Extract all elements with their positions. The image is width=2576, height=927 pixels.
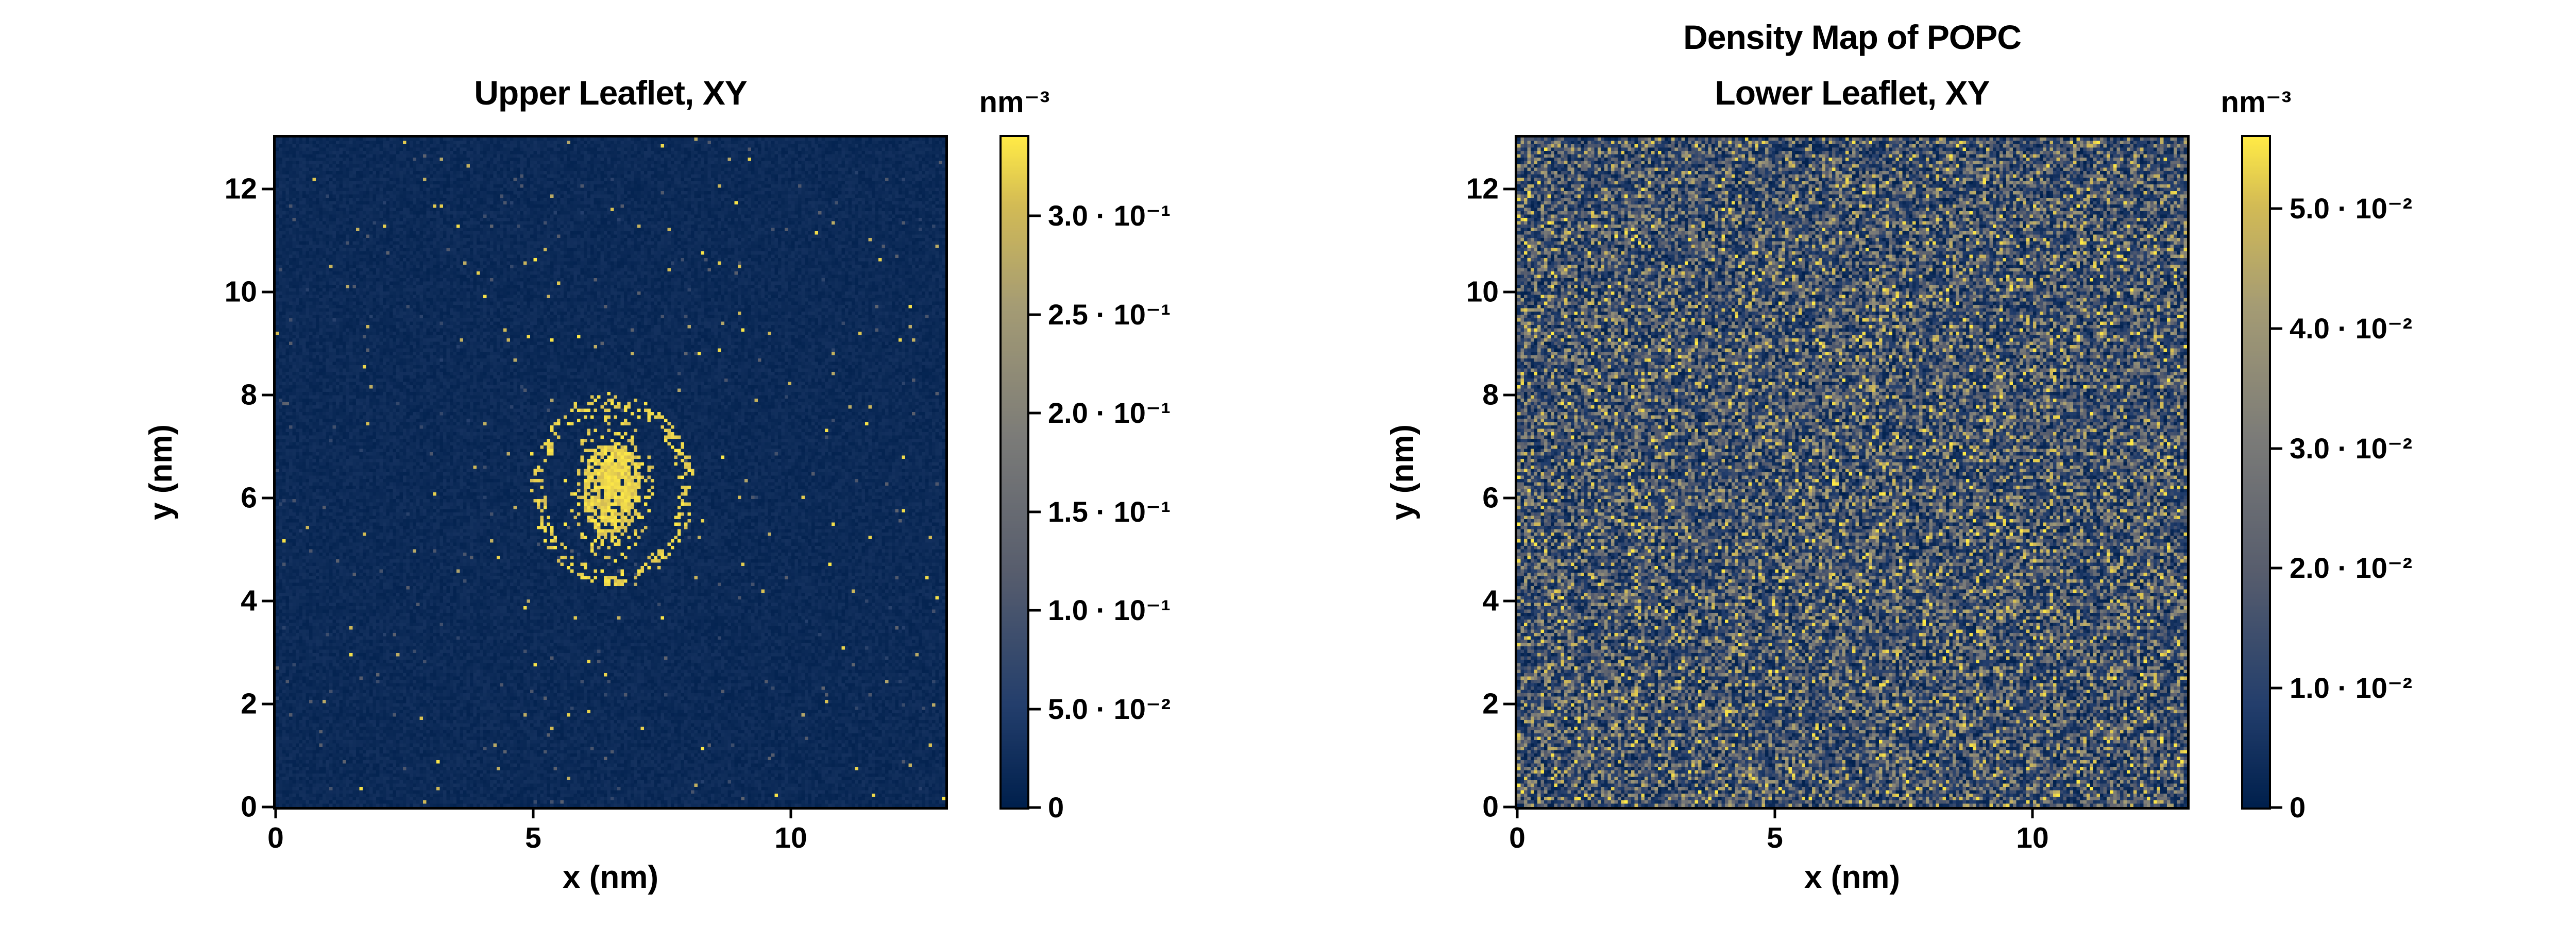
colorbar-tick-label: 3.0 · 10⁻² (2290, 432, 2413, 465)
heatmap-plot: 0 5 10 0 2 4 6 8 10 12 (225, 135, 948, 853)
y-tick-mark (262, 599, 273, 603)
y-axis-label-text: y (nm) (1384, 424, 1420, 520)
colorbar-tick-label: 2.5 · 10⁻¹ (1048, 298, 1171, 331)
y-tick-mark (262, 702, 273, 706)
y-tick-mark (262, 805, 273, 809)
x-tick-mark (789, 807, 792, 818)
y-tick-mark (1503, 805, 1515, 809)
x-tick-mark (274, 807, 277, 818)
colorbar-unit-label: nm⁻³ (2221, 85, 2292, 119)
colorbar-tick-mark (2271, 806, 2282, 809)
y-tick-label: 4 (241, 584, 257, 617)
colorbar-tick-label: 0 (1048, 791, 1064, 823)
y-axis-label-text: y (nm) (143, 424, 179, 520)
panel-upper-leaflet: Upper Leaflet, XY y (nm) 0 5 10 0 2 4 6 8 10 12 … (143, 0, 1231, 927)
colorbar-tick-label: 1.0 · 10⁻¹ (1048, 594, 1171, 627)
colorbar-tick-label: 5.0 · 10⁻² (2290, 192, 2413, 225)
colorbar-tick-mark (1029, 411, 1041, 415)
colorbar-tick-label: 1.0 · 10⁻² (2290, 671, 2413, 704)
y-tick-mark (262, 496, 273, 500)
colorbar: nm⁻³ 0 5.0 · 10⁻² 1.0 · 10⁻¹ 1.5 · 10⁻¹ 2.0 … (979, 85, 1171, 822)
x-tick-mark (1516, 807, 1519, 818)
x-tick-label: 0 (1509, 821, 1526, 854)
y-tick-label: 4 (1482, 584, 1499, 617)
y-tick-mark (1503, 187, 1515, 191)
colorbar-tick-mark (2271, 207, 2282, 210)
x-tick-label: 0 (267, 821, 284, 854)
x-axis-label: x (nm) (563, 860, 658, 895)
x-axis-label: x (nm) (1804, 860, 1900, 895)
y-tick-mark (1503, 599, 1515, 603)
y-axis-label: y (nm) (1382, 135, 1423, 810)
colorbar-tick-mark (1029, 313, 1041, 316)
colorbar-tick-mark (1029, 214, 1041, 217)
colorbar-tick-mark (2271, 327, 2282, 330)
y-tick-mark (1503, 702, 1515, 706)
x-tick-mark (2031, 807, 2034, 818)
y-tick-label: 12 (224, 172, 257, 205)
colorbar: nm⁻³ 0 1.0 · 10⁻² 2.0 · 10⁻² 3.0 · 10⁻² 4.0 … (2221, 85, 2413, 822)
x-tick-mark (1773, 807, 1776, 818)
y-tick-label: 0 (241, 790, 257, 823)
colorbar-tick-mark (1029, 609, 1041, 612)
heatmap-plot: 0 5 10 0 2 4 6 8 10 12 (1466, 135, 2190, 853)
colorbar-tick-label: 2.0 · 10⁻¹ (1048, 397, 1171, 430)
y-tick-label: 8 (241, 378, 257, 411)
panel-lower-leaflet: Lower Leaflet, XY y (nm) 0 5 10 0 2 4 6 8 10 12 … (1385, 0, 2473, 927)
colorbar-tick-mark (1029, 510, 1041, 513)
y-tick-label: 10 (224, 275, 257, 308)
colorbar-unit-label: nm⁻³ (979, 85, 1050, 119)
x-tick-mark (532, 807, 535, 818)
y-tick-label: 8 (1482, 378, 1499, 411)
x-tick-label: 5 (1767, 821, 1783, 854)
x-tick-label: 10 (774, 821, 807, 854)
heatmap-canvas (276, 138, 945, 807)
y-tick-label: 12 (1466, 172, 1499, 205)
colorbar-tick-label: 1.5 · 10⁻¹ (1048, 495, 1171, 528)
colorbar-tick-mark (2271, 566, 2282, 570)
x-tick-label: 10 (2016, 821, 2049, 854)
x-tick-label: 5 (525, 821, 541, 854)
panel-title: Upper Leaflet, XY (474, 74, 747, 112)
y-tick-mark (1503, 393, 1515, 397)
colorbar-tick-label: 4.0 · 10⁻² (2290, 312, 2413, 345)
colorbar-tick-mark (2271, 447, 2282, 450)
y-tick-label: 2 (241, 687, 257, 720)
panel-title: Lower Leaflet, XY (1715, 74, 1990, 112)
figure-suptitle: Density Map of POPC (1683, 18, 2022, 56)
y-tick-label: 0 (1482, 790, 1499, 823)
y-tick-mark (1503, 496, 1515, 500)
y-tick-mark (1503, 290, 1515, 294)
colorbar-tick-label: 3.0 · 10⁻¹ (1048, 199, 1171, 232)
y-axis-label: y (nm) (140, 135, 181, 810)
colorbar-tick-mark (2271, 686, 2282, 689)
y-tick-label: 6 (1482, 481, 1499, 514)
colorbar-tick-label: 5.0 · 10⁻² (1048, 692, 1171, 725)
y-tick-mark (262, 393, 273, 397)
y-tick-mark (262, 290, 273, 294)
colorbar-tick-mark (1029, 708, 1041, 711)
colorbar-gradient-canvas (1002, 137, 1027, 808)
colorbar-gradient-canvas (2243, 137, 2269, 808)
y-tick-mark (262, 187, 273, 191)
y-tick-label: 6 (241, 481, 257, 514)
y-tick-label: 2 (1482, 687, 1499, 720)
colorbar-tick-label: 2.0 · 10⁻² (2290, 552, 2413, 584)
colorbar-tick-label: 0 (2290, 791, 2306, 823)
colorbar-tick-mark (1029, 806, 1041, 809)
heatmap-canvas (1517, 138, 2187, 807)
y-tick-label: 10 (1466, 275, 1499, 308)
